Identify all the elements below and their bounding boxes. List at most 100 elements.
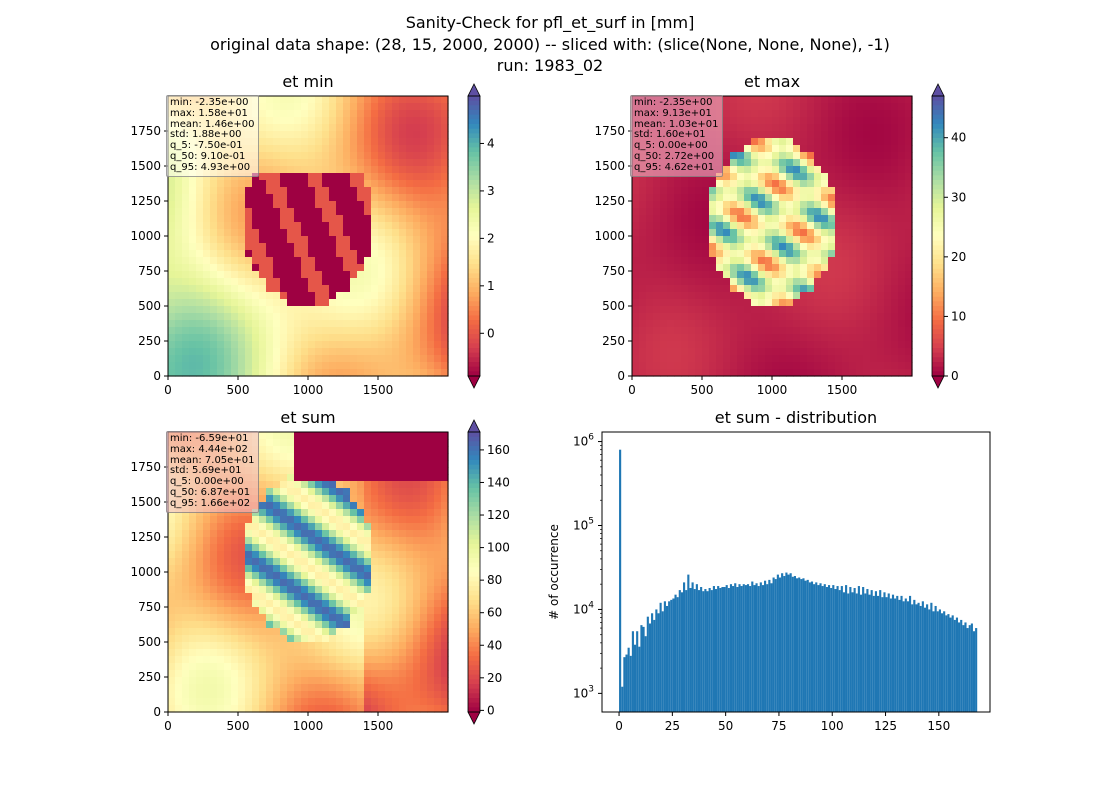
heatmap-cell xyxy=(315,131,323,139)
heatmap-cell xyxy=(266,649,274,657)
heatmap-cell xyxy=(667,285,675,293)
heatmap-cell xyxy=(821,138,829,146)
heatmap-cell xyxy=(681,257,689,265)
heatmap-cell xyxy=(898,369,906,377)
heatmap-cell xyxy=(252,306,260,314)
heatmap-cell xyxy=(702,306,710,314)
heatmap-cell xyxy=(189,208,197,216)
heatmap-cell xyxy=(420,194,428,202)
heatmap-cell xyxy=(231,250,239,258)
heatmap-cell xyxy=(350,572,358,580)
heatmap-cell xyxy=(350,635,358,643)
heatmap-cell xyxy=(392,446,400,454)
heatmap-cell xyxy=(294,292,302,300)
heatmap-cell xyxy=(751,278,759,286)
heatmap-cell xyxy=(168,355,176,363)
heatmap-cell xyxy=(182,243,190,251)
heatmap-cell xyxy=(413,369,421,377)
heatmap-cell xyxy=(189,649,197,657)
heatmap-cell xyxy=(224,257,232,265)
heatmap-cell xyxy=(182,530,190,538)
heatmap-cell xyxy=(308,446,316,454)
heatmap-cell xyxy=(168,208,176,216)
heatmap-cell xyxy=(849,96,857,104)
heatmap-cell xyxy=(891,180,899,188)
heatmap-cell xyxy=(350,341,358,349)
heatmap-cell xyxy=(210,635,218,643)
heatmap-cell xyxy=(420,642,428,650)
heatmap-cell xyxy=(413,614,421,622)
heatmap-cell xyxy=(350,243,358,251)
heatmap-cell xyxy=(434,236,442,244)
heatmap-cell xyxy=(758,243,766,251)
heatmap-cell xyxy=(695,222,703,230)
heatmap-cell xyxy=(842,250,850,258)
heatmap-cell xyxy=(849,320,857,328)
heatmap-cell xyxy=(877,194,885,202)
heatmap-cell xyxy=(189,565,197,573)
heatmap-cell xyxy=(814,159,822,167)
heatmap-cell xyxy=(252,565,260,573)
heatmap-cell xyxy=(646,173,654,181)
heatmap-cell xyxy=(217,628,225,636)
heatmap-cell xyxy=(182,558,190,566)
heatmap-cell xyxy=(301,663,309,671)
heatmap-cell xyxy=(210,537,218,545)
heatmap-cell xyxy=(835,306,843,314)
heatmap-cell xyxy=(863,355,871,363)
heatmap-cell xyxy=(709,180,717,188)
heatmap-cell xyxy=(660,369,668,377)
heatmap-cell xyxy=(653,208,661,216)
heatmap-cell xyxy=(807,131,815,139)
heatmap-cell xyxy=(385,201,393,209)
heatmap-cell xyxy=(294,677,302,685)
heatmap-cell xyxy=(828,110,836,118)
heatmap-cell xyxy=(765,166,773,174)
heatmap-cell xyxy=(688,306,696,314)
heatmap-cell xyxy=(758,285,766,293)
heatmap-cell xyxy=(308,488,316,496)
heatmap-cell xyxy=(371,439,379,447)
heatmap-cell xyxy=(322,320,330,328)
heatmap-cell xyxy=(385,110,393,118)
heatmap-cell xyxy=(639,369,647,377)
colorbar-segment xyxy=(932,124,944,130)
heatmap-cell xyxy=(863,257,871,265)
heatmap-cell xyxy=(716,292,724,300)
heatmap-cell xyxy=(203,530,211,538)
heatmap-cell xyxy=(406,285,414,293)
heatmap-cell xyxy=(793,187,801,195)
heatmap-cell xyxy=(378,698,386,706)
heatmap-cell xyxy=(723,110,731,118)
heatmap-cell xyxy=(406,572,414,580)
heatmap-cell xyxy=(884,124,892,132)
heatmap-cell xyxy=(765,152,773,160)
heatmap-cell xyxy=(884,103,892,111)
heatmap-cell xyxy=(203,222,211,230)
heatmap-cell xyxy=(371,670,379,678)
heatmap-cell xyxy=(730,110,738,118)
heatmap-cell xyxy=(273,705,281,713)
heatmap-cell xyxy=(835,362,843,370)
heatmap-cell xyxy=(371,446,379,454)
heatmap-cell xyxy=(681,341,689,349)
heatmap-cell xyxy=(378,488,386,496)
heatmap-cell xyxy=(266,187,274,195)
heatmap-cell xyxy=(660,285,668,293)
heatmap-cell xyxy=(667,292,675,300)
heatmap-cell xyxy=(357,523,365,531)
heatmap-cell xyxy=(336,586,344,594)
heatmap-cell xyxy=(835,236,843,244)
heatmap-cell xyxy=(793,243,801,251)
heatmap-cell xyxy=(364,103,372,111)
heatmap-cell xyxy=(863,96,871,104)
heatmap-cell xyxy=(695,362,703,370)
heatmap-cell xyxy=(737,194,745,202)
heatmap-cell xyxy=(210,579,218,587)
heatmap-cell xyxy=(828,257,836,265)
heatmap-cell xyxy=(877,208,885,216)
heatmap-cell xyxy=(737,348,745,356)
heatmap-cell xyxy=(786,229,794,237)
heatmap-cell xyxy=(287,684,295,692)
heatmap-cell xyxy=(294,544,302,552)
